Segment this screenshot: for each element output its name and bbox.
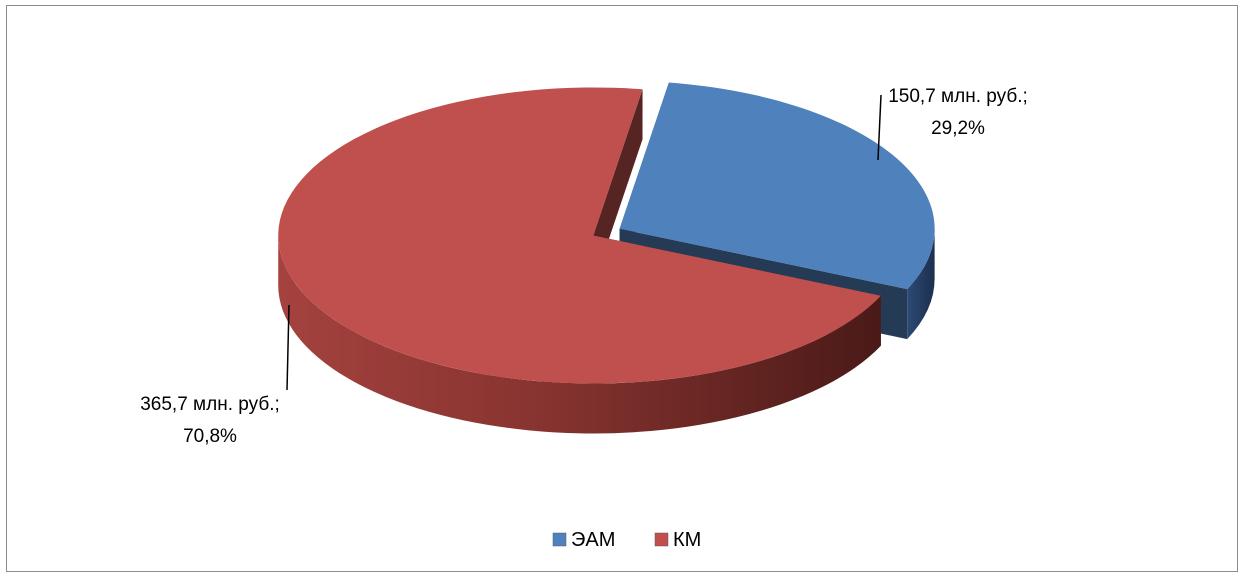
legend-swatch-km	[654, 532, 669, 547]
leader-line-eam	[877, 94, 882, 161]
data-label-km-percent: 70,8%	[183, 426, 237, 447]
legend-label-eam: ЭАМ	[571, 529, 615, 551]
data-label-km-value: 365,7 млн. руб.;	[140, 394, 280, 415]
legend-item-eam: ЭАМ	[552, 529, 615, 551]
pie-slice-eam-top	[619, 82, 935, 290]
legend-label-km: КМ	[673, 529, 701, 551]
data-label-eam: 150,7 млн. руб.; 29,2%	[877, 86, 1028, 161]
pie-slice-km	[278, 87, 881, 434]
data-label-eam-percent: 29,2%	[931, 118, 985, 139]
pie-slice-km-side	[278, 235, 881, 434]
pie-slice-eam-side	[907, 228, 935, 340]
pie-slice-km-wall-end	[593, 89, 643, 286]
pie-slice-km-top	[278, 87, 881, 384]
legend-swatch-eam	[552, 532, 567, 547]
data-label-eam-value: 150,7 млн. руб.;	[888, 86, 1028, 107]
legend-item-km: КМ	[654, 529, 701, 551]
leader-line-km	[286, 304, 290, 391]
data-label-km: 365,7 млн. руб.; 70,8%	[140, 304, 290, 447]
